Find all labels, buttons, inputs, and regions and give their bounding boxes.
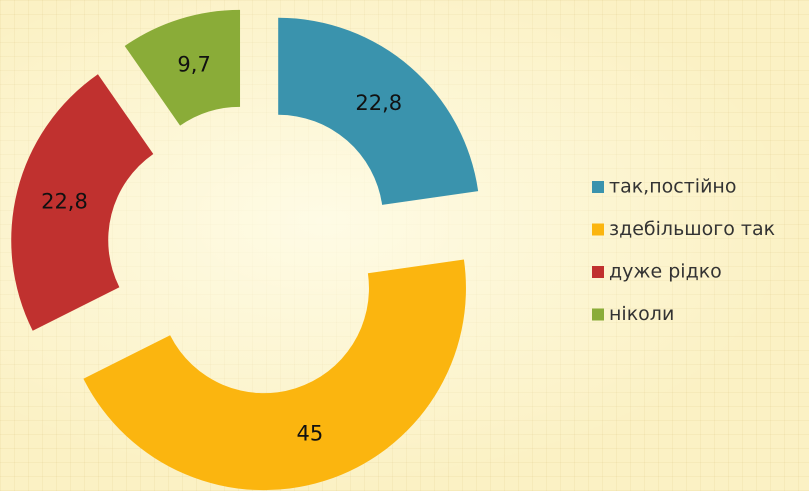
slice-label: 22,8: [355, 91, 402, 115]
legend-swatch: [592, 181, 604, 193]
slice-label: 9,7: [177, 52, 210, 76]
legend-swatch: [592, 266, 604, 278]
legend-swatch: [592, 223, 604, 236]
slice: [11, 74, 154, 331]
legend-label: дуже рідко: [609, 261, 722, 283]
slice: [124, 9, 241, 126]
legend-swatch: [592, 308, 604, 321]
legend-label: так,постійно: [609, 176, 736, 198]
slice-label: 45: [297, 422, 324, 446]
legend-label: ніколи: [609, 303, 674, 325]
slice: [83, 259, 466, 491]
slice-label: 22,8: [41, 189, 88, 213]
legend-label: здебільшого так: [609, 218, 775, 240]
slice: [278, 17, 479, 205]
